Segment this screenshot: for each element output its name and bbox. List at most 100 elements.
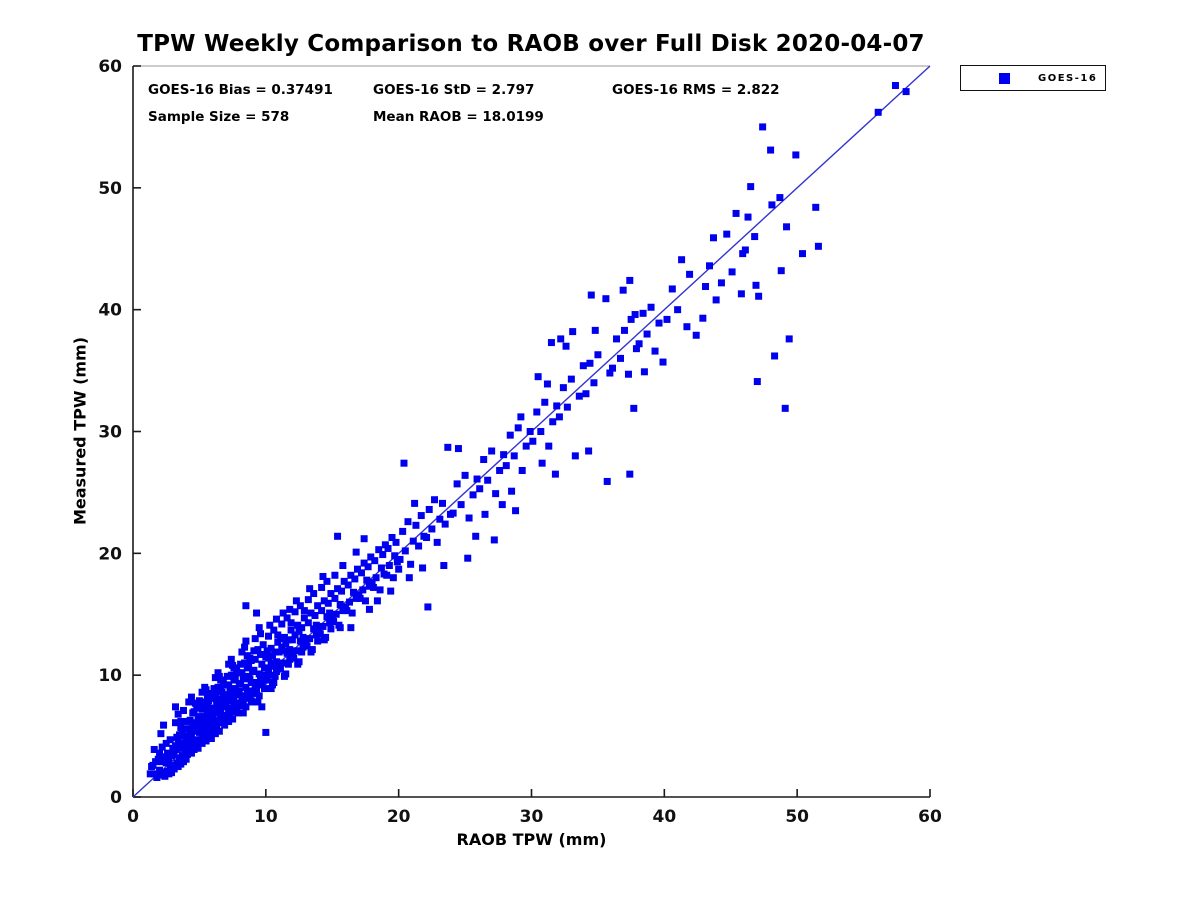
scatter-point: [404, 518, 412, 526]
scatter-point: [314, 602, 322, 610]
scatter-point: [514, 424, 522, 432]
stat-bias: GOES-16 Bias = 0.37491: [148, 82, 333, 98]
scatter-point: [407, 560, 415, 568]
scatter-point: [201, 715, 209, 723]
scatter-point: [375, 546, 383, 554]
scatter-point: [431, 496, 439, 504]
scatter-point: [295, 627, 303, 635]
scatter-point: [257, 650, 265, 658]
scatter-point: [631, 311, 639, 319]
scatter-point: [343, 607, 351, 615]
scatter-point: [267, 685, 275, 693]
scatter-point: [372, 574, 380, 582]
scatter-point: [388, 533, 396, 541]
scatter-point: [647, 303, 655, 311]
scatter-point: [741, 246, 749, 254]
scatter-point: [668, 285, 676, 293]
chart-title: TPW Weekly Comparison to RAOB over Full …: [137, 31, 925, 57]
scatter-point: [655, 319, 663, 327]
scatter-point: [174, 710, 182, 718]
scatter-point: [259, 677, 267, 685]
scatter-point: [222, 699, 230, 707]
scatter-point: [364, 563, 372, 571]
y-axis-label: Measured TPW (mm): [70, 336, 90, 526]
scatter-point: [582, 390, 590, 398]
y-tick-label: 30: [98, 423, 122, 443]
scatter-point: [500, 451, 508, 459]
scatter-point: [692, 331, 700, 339]
scatter-point: [239, 709, 247, 717]
scatter-point: [300, 607, 308, 615]
scatter-point: [415, 542, 423, 550]
scatter-point: [241, 643, 249, 651]
scatter-point: [316, 630, 324, 638]
scatter-point: [613, 335, 621, 343]
scatter-point: [162, 739, 170, 747]
scatter-point: [177, 717, 185, 725]
scatter-point: [320, 597, 328, 605]
scatter-point: [206, 722, 214, 730]
scatter-point: [327, 590, 335, 598]
scatter-point: [173, 733, 181, 741]
scatter-point: [242, 602, 250, 610]
scatter-point: [247, 678, 255, 686]
scatter-point: [334, 585, 342, 593]
scatter-point: [223, 692, 231, 700]
scatter-point: [169, 761, 177, 769]
y-tick-label: 60: [98, 57, 122, 77]
scatter-point: [233, 703, 241, 711]
scatter-point: [506, 431, 514, 439]
scatter-point: [543, 380, 551, 388]
scatter-point: [461, 471, 469, 479]
scatter-point: [717, 279, 725, 287]
scatter-point: [510, 452, 518, 460]
scatter-point: [153, 774, 161, 782]
stat-std: GOES-16 StD = 2.797: [373, 82, 535, 98]
scatter-point: [563, 403, 571, 411]
scatter-point: [172, 719, 180, 727]
scatter-point: [291, 631, 299, 639]
scatter-point: [559, 384, 567, 392]
scatter-point: [257, 630, 265, 638]
scatter-point: [250, 666, 258, 674]
scatter-point: [473, 475, 481, 483]
legend-marker-icon: [999, 72, 1010, 84]
scatter-point: [231, 674, 239, 682]
scatter-point: [271, 648, 279, 656]
scatter-point: [284, 636, 292, 644]
scatter-point: [379, 551, 387, 559]
scatter-point: [709, 234, 717, 242]
scatter-point: [156, 749, 164, 757]
scatter-point: [425, 505, 433, 513]
scatter-point: [624, 370, 632, 378]
scatter-point: [164, 749, 172, 757]
scatter-point: [227, 655, 235, 663]
scatter-point: [643, 330, 651, 338]
scatter-point: [160, 721, 168, 729]
scatter-point: [351, 575, 359, 583]
scatter-point: [303, 642, 311, 650]
scatter-point: [304, 619, 312, 627]
scatter-point: [172, 742, 180, 750]
scatter-point: [214, 716, 222, 724]
scatter-point: [189, 721, 197, 729]
scatter-point: [185, 725, 193, 733]
scatter-point: [334, 532, 342, 540]
scatter-point: [712, 296, 720, 304]
scatter-point: [227, 671, 235, 679]
scatter-point: [902, 88, 910, 96]
scatter-point: [190, 727, 198, 735]
scatter-point: [239, 698, 247, 706]
scatter-point: [150, 745, 158, 753]
scatter-point: [239, 675, 247, 683]
scatter-point: [537, 428, 545, 435]
scatter-point: [538, 459, 546, 467]
scatter-point: [160, 769, 168, 777]
scatter-point: [213, 722, 221, 730]
scatter-point: [332, 610, 340, 618]
scatter-point: [229, 661, 237, 669]
scatter-point: [185, 698, 193, 706]
scatter-point: [557, 335, 565, 343]
scatter-point: [619, 286, 627, 294]
scatter-point: [255, 670, 263, 678]
